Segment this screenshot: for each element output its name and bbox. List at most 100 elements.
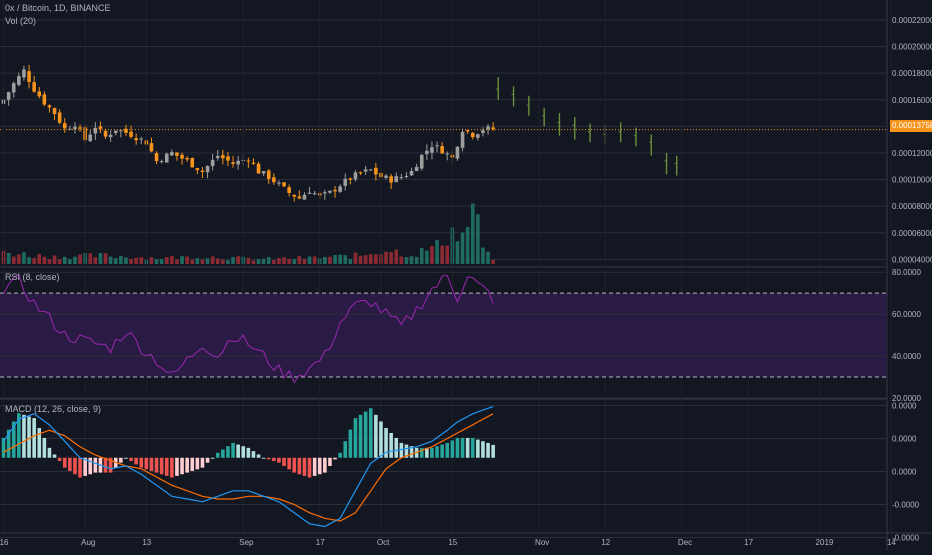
volume-bar [129,259,133,264]
candle-body [389,176,393,183]
macd-histogram-bar [266,457,271,460]
symbol-title: 0x / Bitcoin, 1D, BINANCE [5,3,111,13]
candle-body [22,69,26,78]
volume-bar [88,253,93,264]
candle-body [266,170,271,179]
volume-bar [139,257,144,264]
volume-bar [348,258,353,264]
volume-bar [389,251,393,264]
macd-histogram-bar [450,440,455,458]
candle-body [93,127,98,134]
macd-histogram-bar [297,457,302,475]
macd-histogram-bar [68,457,72,471]
volume-bar [164,257,169,264]
macd-histogram-bar [465,437,470,458]
candle-body [195,168,200,171]
macd-histogram-bar [32,418,36,458]
volume-bar [409,256,414,264]
time-tick-label: 15 [448,538,457,547]
price-tick-label: 0.00018000 [892,69,932,78]
macd-histogram-bar [455,437,460,458]
price-tick-label: 0.00020000 [892,43,932,52]
candle-body [272,177,276,183]
volume-bar [11,256,16,264]
macd-histogram-bar [42,437,47,458]
candle-body [57,112,62,123]
candle-body [11,83,16,93]
volume-bar [328,256,332,264]
candle-body [215,155,220,158]
volume-bar [302,258,307,264]
candle-body [37,91,42,97]
candle-body [374,167,378,175]
macd-histogram-bar [37,428,42,458]
candle-body [486,126,490,130]
volume-bar [307,256,312,264]
macd-histogram-bar [277,457,281,463]
volume-bar [261,258,266,264]
macd-histogram-bar [292,457,297,473]
candle-body [170,152,174,156]
volume-bar [323,256,327,264]
candle-body [338,186,342,192]
volume-bar [277,257,281,264]
macd-histogram-bar [307,457,312,478]
volume-bar [272,259,276,264]
macd-histogram-bar [159,457,164,475]
candle-body [476,134,480,138]
volume-bar [435,240,439,264]
candle-body [440,146,444,154]
macd-histogram-bar [389,433,393,458]
macd-histogram-bar [134,457,138,465]
macd-histogram-bar [200,457,205,468]
candle-body [113,130,118,134]
macd-histogram-bar [1,437,6,458]
volume-bar [113,258,118,264]
candle-body [185,158,189,160]
candle-body [246,160,251,162]
candle-body [205,166,210,173]
macd-histogram-bar [272,457,276,462]
macd-histogram-bar [62,457,67,468]
macd-histogram-bar [221,449,225,458]
rsi-tick-label: 60.0000 [892,310,921,319]
volume-bar [312,256,317,264]
volume-bar [470,203,475,264]
volume-bar [368,254,373,264]
macd-histogram-bar [425,447,429,458]
macd-histogram-bar [103,457,108,473]
macd-histogram-bar [149,457,154,471]
macd-histogram-bar [52,454,57,458]
time-tick-label: 12 [601,538,610,547]
volume-bar [384,251,388,264]
macd-tick-label: -0.0000 [892,534,920,543]
candle-body [481,130,485,133]
macd-histogram-bar [83,457,87,476]
macd-tick-label: 0.0000 [892,468,917,477]
candle-body [348,178,353,180]
volume-bar [425,250,429,264]
candle-body [323,192,327,194]
macd-tick-label: -0.0000 [892,501,920,510]
macd-histogram-bar [287,457,291,470]
macd-histogram-bar [460,437,465,458]
macd-histogram-bar [78,457,82,478]
volume-bar [32,258,36,264]
macd-tick-label: 0.0000 [892,435,917,444]
volume-bar [205,258,210,264]
volume-bar [119,255,123,264]
volume-bar [52,255,57,264]
macd-histogram-bar [481,441,485,458]
macd-histogram-bar [491,444,495,458]
macd-histogram-bar [236,444,240,458]
volume-bar [73,256,77,264]
volume-bar [491,259,495,264]
candle-body [435,145,439,147]
macd-histogram-bar [170,457,174,478]
volume-bar [481,247,485,264]
candle-body [460,131,465,148]
candle-body [404,175,409,178]
volume-bar [98,253,103,264]
